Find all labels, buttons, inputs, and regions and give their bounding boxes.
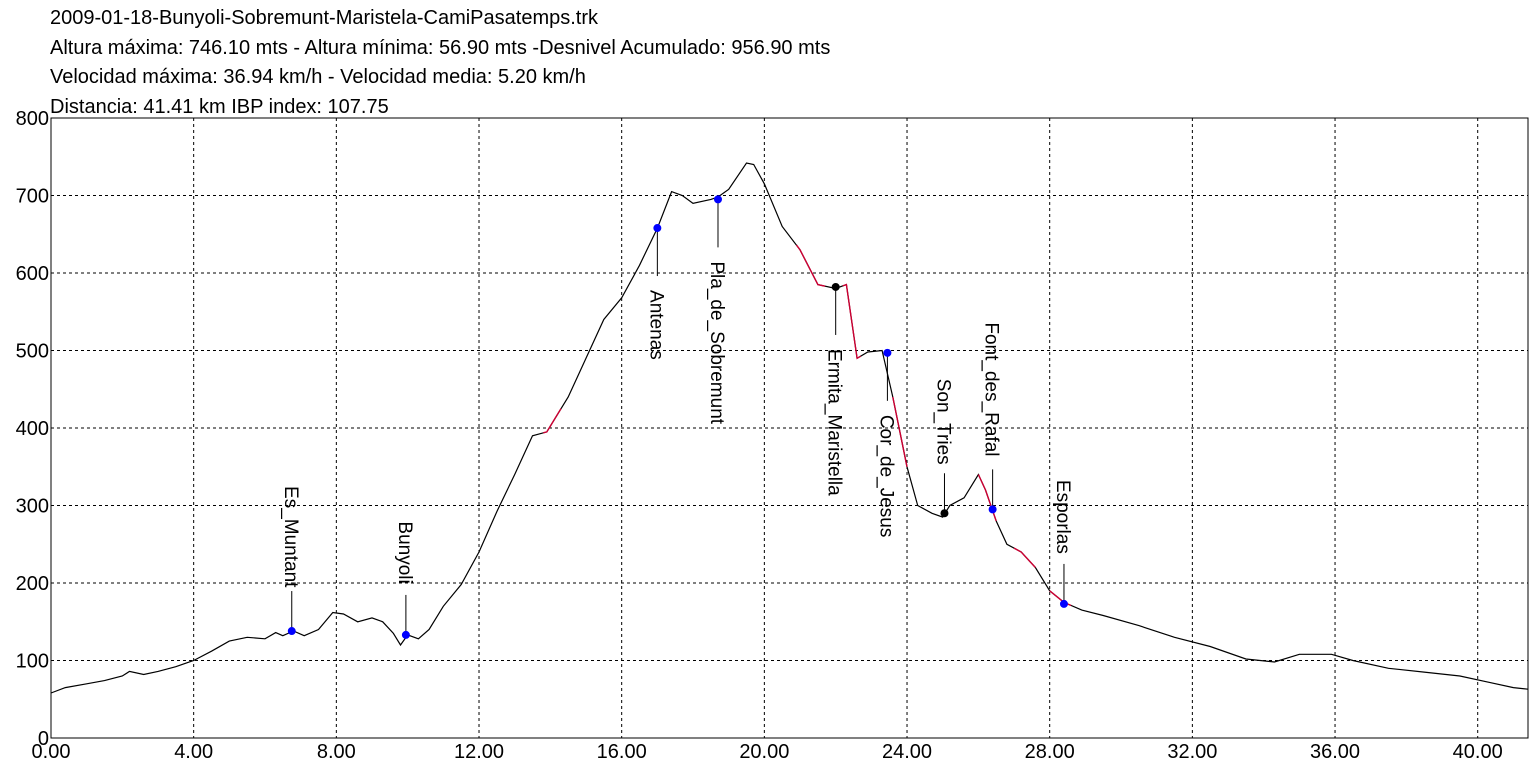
y-tick-label: 600 bbox=[16, 263, 49, 285]
waypoint: Cor_de_Jesus bbox=[875, 348, 896, 538]
chart-header: 2009-01-18-Bunyoli-Sobremunt-Maristela-C… bbox=[50, 4, 830, 122]
waypoint: Son_Tries bbox=[932, 379, 953, 518]
waypoint-marker bbox=[831, 282, 840, 291]
x-tick-label: 4.00 bbox=[174, 741, 213, 762]
steep-segment bbox=[543, 408, 562, 434]
x-tick-label: 24.00 bbox=[882, 741, 932, 762]
track-file-name: 2009-01-18-Bunyoli-Sobremunt-Maristela-C… bbox=[50, 7, 598, 29]
waypoint-marker bbox=[401, 630, 410, 639]
waypoint-marker bbox=[713, 195, 722, 204]
waypoint: Pla_de_Sobremunt bbox=[706, 195, 727, 425]
waypoint-label: Cor_de_Jesus bbox=[875, 415, 896, 538]
x-tick-label: 8.00 bbox=[317, 741, 356, 762]
steep-segment bbox=[842, 283, 862, 360]
distance-stats: Distancia: 41.41 km IBP index: 107.75 bbox=[50, 95, 389, 118]
steep-segment bbox=[795, 244, 826, 287]
steep-segment bbox=[892, 396, 908, 467]
y-tick-label: 100 bbox=[16, 651, 49, 673]
waypoint-marker bbox=[1059, 599, 1068, 608]
waypoint-marker bbox=[988, 505, 997, 514]
x-tick-label: 28.00 bbox=[1025, 741, 1075, 762]
waypoint: Bunyoli bbox=[394, 521, 415, 639]
waypoint-label: Pla_de_Sobremunt bbox=[706, 261, 727, 424]
altitude-stats: Altura máxima: 746.10 mts - Altura mínim… bbox=[50, 36, 831, 59]
y-tick-label: 200 bbox=[16, 573, 49, 595]
steep-segment bbox=[1013, 547, 1036, 568]
waypoint-label: Esporlas bbox=[1052, 480, 1073, 554]
waypoint-marker bbox=[883, 348, 892, 357]
waypoint-label: Antenas bbox=[645, 290, 666, 360]
x-tick-label: 16.00 bbox=[597, 741, 647, 762]
y-tick-label: 800 bbox=[16, 108, 49, 130]
waypoint-marker bbox=[940, 509, 949, 518]
waypoint: Es_Muntant bbox=[280, 486, 301, 636]
x-tick-label: 36.00 bbox=[1310, 741, 1360, 762]
x-tick-label: 20.00 bbox=[739, 741, 789, 762]
waypoint: Antenas bbox=[645, 224, 666, 360]
waypoint-label: Ermita_Maristella bbox=[824, 349, 845, 496]
waypoint-label: Font_des_Rafal bbox=[981, 322, 1002, 456]
x-tick-label: 0.00 bbox=[32, 741, 71, 762]
x-tick-label: 32.00 bbox=[1167, 741, 1217, 762]
y-tick-label: 300 bbox=[16, 496, 49, 518]
waypoint: Font_des_Rafal bbox=[981, 322, 1002, 514]
y-tick-label: 500 bbox=[16, 341, 49, 363]
y-tick-label: 0 bbox=[38, 728, 49, 750]
speed-stats: Velocidad máxima: 36.94 km/h - Velocidad… bbox=[50, 66, 586, 88]
waypoint: Ermita_Maristella bbox=[824, 282, 845, 496]
x-tick-label: 12.00 bbox=[454, 741, 504, 762]
y-tick-label: 700 bbox=[16, 186, 49, 208]
waypoint-label: Son_Tries bbox=[932, 379, 953, 465]
waypoint-label: Bunyoli bbox=[394, 521, 415, 583]
y-tick-label: 400 bbox=[16, 418, 49, 440]
waypoint-marker bbox=[653, 224, 662, 233]
waypoint: Esporlas bbox=[1052, 480, 1073, 608]
x-tick-label: 40.00 bbox=[1453, 741, 1503, 762]
elevation-line bbox=[50, 162, 1529, 694]
waypoint-label: Es_Muntant bbox=[280, 486, 301, 588]
waypoint-marker bbox=[287, 627, 296, 636]
